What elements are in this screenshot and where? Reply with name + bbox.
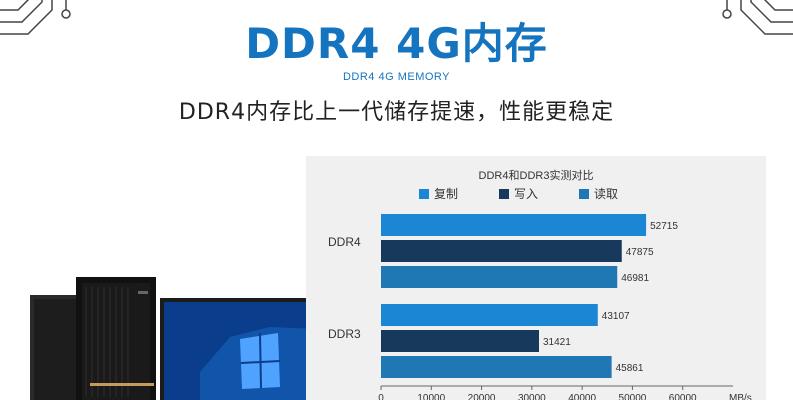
data-label: 46981	[621, 273, 649, 284]
bar	[381, 304, 598, 326]
legend-swatch	[499, 189, 509, 199]
x-tick-label: 10000	[417, 393, 445, 400]
monitor-icon	[160, 298, 322, 400]
bar	[381, 214, 647, 236]
page-title: DDR4 4G内存	[245, 19, 548, 68]
category-label: DDR4	[328, 235, 361, 249]
legend-label: 读取	[594, 187, 618, 201]
data-label: 45861	[616, 363, 644, 374]
data-label: 47875	[626, 247, 654, 258]
chart-title: DDR4和DDR3实测对比	[479, 168, 594, 182]
bar	[381, 240, 622, 262]
bar	[381, 330, 540, 352]
x-tick-label: 50000	[619, 393, 647, 400]
tagline: DDR4内存比上一代储存提速，性能更稳定	[178, 100, 615, 125]
comparison-chart: DDR4和DDR3实测对比 复制 写入 读取 DDR4 DDR3 52715 47875…	[328, 168, 752, 400]
pc-illustration	[30, 277, 322, 400]
category-label: DDR3	[328, 327, 361, 341]
x-tick-label: 20000	[468, 393, 496, 400]
pc-tower-icon	[30, 277, 156, 400]
x-tick-label: 40000	[568, 393, 596, 400]
legend-swatch	[579, 189, 589, 199]
bar	[381, 356, 612, 378]
bar	[381, 266, 618, 288]
circuit-right-icon	[722, 0, 793, 35]
circuit-left-icon	[0, 0, 71, 35]
x-tick-label: 60000	[669, 393, 697, 400]
x-unit-label: MB/s	[729, 393, 752, 400]
data-label: 31421	[543, 337, 571, 348]
data-label: 43107	[602, 311, 630, 322]
legend-label: 复制	[434, 187, 458, 201]
chart-panel: DDR4和DDR3实测对比 复制 写入 读取 DDR4 DDR3 52715 47875…	[306, 156, 766, 400]
page-subtitle: DDR4 4G MEMORY	[342, 71, 451, 83]
data-label: 52715	[650, 221, 678, 232]
x-tick-label: 30000	[518, 393, 546, 400]
x-tick-label: 0	[378, 393, 384, 400]
legend-swatch	[419, 189, 429, 199]
legend-label: 写入	[514, 187, 538, 201]
